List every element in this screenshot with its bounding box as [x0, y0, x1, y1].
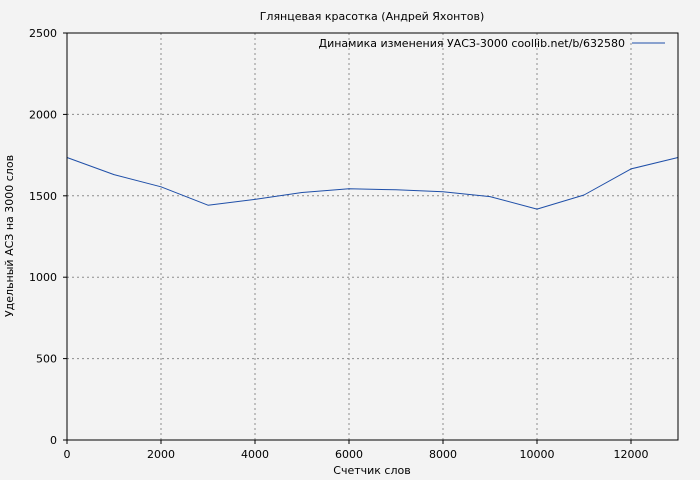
x-tick-label: 10000: [520, 448, 555, 461]
y-axis-label: Удельный АСЗ на 3000 слов: [3, 155, 16, 317]
x-tick-label: 4000: [241, 448, 269, 461]
y-tick-label: 2500: [29, 27, 57, 40]
x-tick-label: 8000: [429, 448, 457, 461]
x-tick-label: 0: [64, 448, 71, 461]
axis-ticks: 0 2000 4000 6000 8000 10000 12000 0 500 1000 1500 2…: [29, 27, 649, 461]
legend: Динамика изменения УАСЗ-3000 coollib.net…: [319, 37, 665, 50]
y-tick-label: 500: [36, 353, 57, 366]
y-tick-label: 1000: [29, 271, 57, 284]
series-lines: [66, 157, 679, 210]
y-tick-label: 1500: [29, 190, 57, 203]
x-tick-label: 6000: [335, 448, 363, 461]
x-axis-label: Счетчик слов: [333, 464, 410, 477]
x-tick-label: 12000: [614, 448, 649, 461]
series-line-1: [66, 157, 679, 210]
plot-area-frame: [66, 32, 679, 441]
x-tick-label: 2000: [147, 448, 175, 461]
y-tick-label: 2000: [29, 108, 57, 121]
legend-label-series-1: Динамика изменения УАСЗ-3000 coollib.net…: [319, 37, 626, 50]
y-tick-label: 0: [50, 434, 57, 447]
chart-title: Глянцевая красотка (Андрей Яхонтов): [260, 10, 485, 23]
